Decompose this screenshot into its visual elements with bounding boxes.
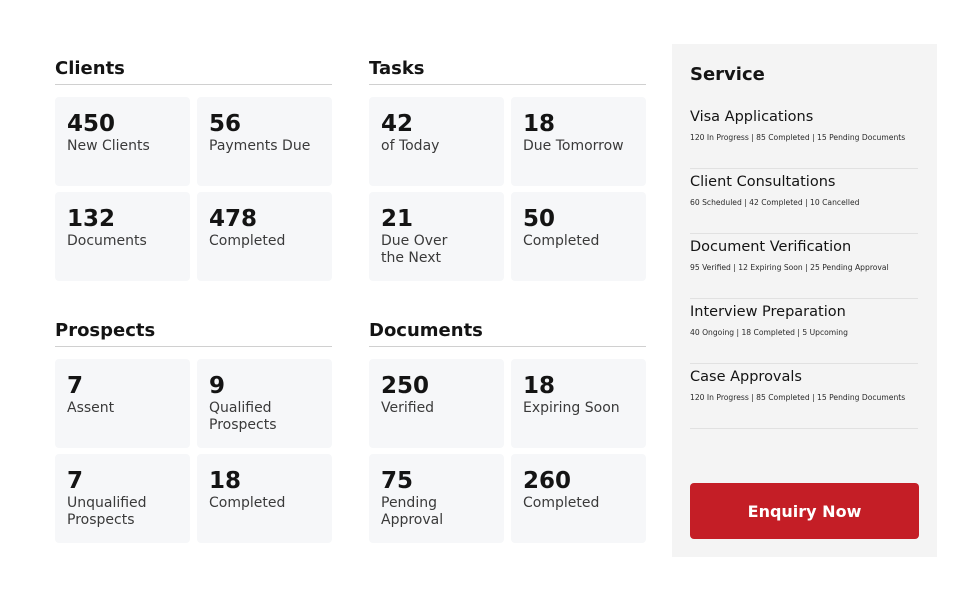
service-item-name: Case Approvals [690,369,802,385]
stat-card-payments-due: 56 Payments Due [197,97,332,186]
stat-label: Due Tomorrow [523,138,624,154]
stat-label: Completed [209,495,286,511]
stat-value: 250 [381,373,430,399]
stat-card-completed: 50 Completed [511,192,646,281]
stat-value: 132 [67,206,116,232]
service-item-desc: 40 Ongoing | 18 Completed | 5 Upcoming [690,328,848,337]
stat-value: 478 [209,206,258,232]
service-item-desc: 95 Verified | 12 Expiring Soon | 25 Pend… [690,263,889,272]
stat-value: 21 [381,206,414,232]
stat-label: Assent [67,400,115,416]
stat-label: of Today [381,138,440,154]
stat-card-documents: 132 Documents [55,192,190,281]
stat-value: 450 [67,111,116,137]
stat-card-due-over-next: 21 Due Over the Next [369,192,504,281]
stat-card-new-clients: 450 New Clients [55,97,190,186]
service-item-name: Interview Preparation [690,304,846,320]
stat-label: Completed [523,233,600,249]
stat-label: Pending Approval [381,495,444,528]
stat-label: Documents [67,233,147,249]
stat-value: 7 [67,373,84,399]
stat-card-assent: 7 Assent [55,359,190,448]
enquiry-now-button[interactable]: Enquiry Now [690,483,919,539]
stat-label: New Clients [67,138,150,154]
prospects-title: Prospects [55,320,332,347]
service-item-visa-applications[interactable]: Visa Applications 120 In Progress | 85 C… [690,104,918,169]
stat-label: Verified [381,400,435,416]
service-item-desc: 120 In Progress | 85 Completed | 15 Pend… [690,393,906,402]
stat-card-verified: 250 Verified [369,359,504,448]
stat-card-due-tomorrow: 18 Due Tomorrow [511,97,646,186]
stat-value: 50 [523,206,556,232]
service-title: Service [690,64,765,85]
service-item-document-verification[interactable]: Document Verification 95 Verified | 12 E… [690,234,918,299]
service-item-desc: 60 Scheduled | 42 Completed | 10 Cancell… [690,198,860,207]
stat-value: 18 [209,468,242,494]
stat-label: Qualified Prospects [209,400,277,433]
service-list: Visa Applications 120 In Progress | 85 C… [690,104,918,429]
service-item-interview-preparation[interactable]: Interview Preparation 40 Ongoing | 18 Co… [690,299,918,364]
service-item-desc: 120 In Progress | 85 Completed | 15 Pend… [690,133,906,142]
service-item-client-consultations[interactable]: Client Consultations 60 Scheduled | 42 C… [690,169,918,234]
stat-label: Completed [209,233,286,249]
service-item-case-approvals[interactable]: Case Approvals 120 In Progress | 85 Comp… [690,364,918,429]
stat-card-unqualified-prospects: 7 Unqualified Prospects [55,454,190,543]
stat-value: 260 [523,468,572,494]
clients-section: Clients 450 New Clients 56 Payments Due … [55,58,332,281]
service-panel: Service Visa Applications 120 In Progres… [672,44,937,557]
stat-label: Completed [523,495,600,511]
stat-value: 18 [523,111,556,137]
stat-card-completed: 260 Completed [511,454,646,543]
documents-title: Documents [369,320,646,347]
stat-label: Expiring Soon [523,400,620,416]
stat-label: Payments Due [209,138,311,154]
stat-card-qualified-prospects: 9 Qualified Prospects [197,359,332,448]
stat-card-completed: 478 Completed [197,192,332,281]
stat-card-completed: 18 Completed [197,454,332,543]
stat-value: 18 [523,373,556,399]
stat-label: Unqualified Prospects [67,495,147,528]
stat-card-of-today: 42 of Today [369,97,504,186]
clients-title: Clients [55,58,332,85]
documents-section: Documents 250 Verified 18 Expiring Soon … [369,320,646,543]
stat-value: 75 [381,468,414,494]
tasks-section: Tasks 42 of Today 18 Due Tomorrow 21 Due… [369,58,646,281]
stat-value: 56 [209,111,242,137]
stat-value: 9 [209,373,226,399]
tasks-title: Tasks [369,58,646,85]
service-item-name: Document Verification [690,239,852,255]
service-item-name: Visa Applications [690,109,814,125]
stat-card-expiring-soon: 18 Expiring Soon [511,359,646,448]
prospects-section: Prospects 7 Assent 9 Qualified Prospects… [55,320,332,543]
stat-value: 7 [67,468,84,494]
stat-card-pending-approval: 75 Pending Approval [369,454,504,543]
stat-label: Due Over the Next [381,233,448,266]
service-item-name: Client Consultations [690,174,836,190]
stat-value: 42 [381,111,414,137]
